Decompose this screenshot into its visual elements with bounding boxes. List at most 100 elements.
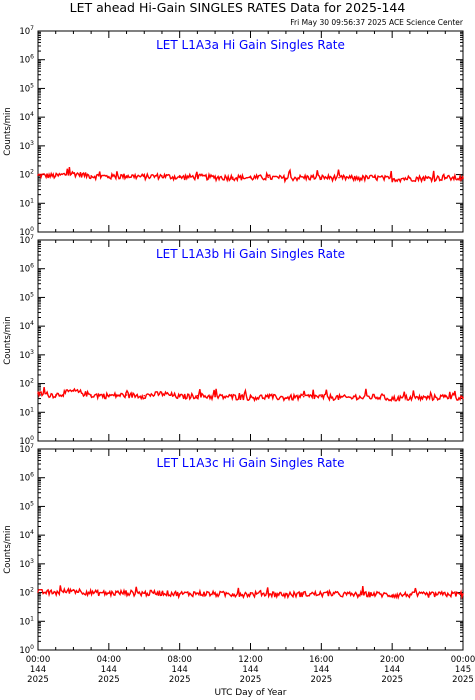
data-point [231,176,234,179]
x-tick-label-year: 2025 [169,675,191,685]
y-tick-label: 101 [19,615,34,627]
data-point [462,396,464,399]
data-point [108,175,110,178]
data-point [214,176,216,179]
y-tick-label: 107 [19,234,34,246]
panel-title: LET L1A3a Hi Gain Singles Rate [156,38,345,52]
data-point [320,395,323,398]
data-point [231,593,234,595]
y-tick-label: 104 [19,320,34,332]
data-point [391,594,393,596]
data-point [285,396,287,399]
data-point [214,395,216,398]
y-tick-label: 101 [19,406,34,418]
header-title: LET ahead Hi-Gain SINGLES RATES Data for… [69,0,406,15]
data-point [161,175,163,177]
data-point [409,177,411,179]
y-tick-label: 104 [19,529,34,541]
x-tick-label-doy: 144 [30,665,46,675]
data-point [37,591,39,593]
series-line [37,167,464,184]
x-tick-label-year: 2025 [240,675,262,685]
data-point [444,176,447,179]
x-tick-label-year: 2025 [381,675,403,685]
x-tick-label-doy: 144 [313,665,329,675]
data-point [302,593,305,595]
data-point [161,591,163,594]
y-tick-label: 101 [19,197,34,209]
data-point [196,175,199,178]
data-point [409,396,411,399]
data-point [355,396,358,399]
x-tick-label-doy: 145 [455,665,471,675]
data-point [355,177,358,179]
series-line [37,386,464,403]
x-tick-label-year: 2025 [452,675,474,685]
data-point [143,592,146,595]
y-tick-label: 103 [19,349,34,361]
data-point [161,392,163,395]
data-point [54,591,57,594]
y-axis-label: Counts/min [3,525,13,574]
data-point [373,593,376,595]
data-point [54,175,57,177]
y-tick-label: 105 [19,500,34,512]
y-axis-label: Counts/min [3,107,13,156]
data-point [320,176,323,179]
data-point [178,176,181,179]
y-tick-label: 107 [19,443,34,455]
x-tick-label-doy: 144 [384,665,400,675]
data-point [231,395,234,398]
data-point [196,394,199,397]
data-point [338,396,340,399]
data-point [320,593,323,595]
y-tick-label: 107 [19,25,34,37]
y-tick-label: 106 [19,263,34,275]
data-point [178,593,181,595]
y-tick-label: 106 [19,472,34,484]
data-point [72,589,75,592]
data-point [72,390,75,392]
data-point [302,176,305,179]
data-point [143,175,146,178]
x-tick-label-doy: 144 [242,665,258,675]
data-point [409,593,411,596]
data-point [90,175,92,177]
x-tick-label-time: 00:00 [26,655,51,665]
data-point [426,177,429,179]
data-point [108,394,110,397]
x-tick-label-year: 2025 [311,675,333,685]
data-point [108,592,110,595]
data-point [444,593,447,595]
panel-frame [37,30,464,233]
data-point [125,175,128,177]
data-point [72,172,75,175]
y-tick-label: 102 [19,169,34,181]
data-point [426,593,429,596]
y-tick-label: 106 [19,54,34,66]
data-point [462,177,464,179]
data-point [178,395,181,398]
data-point [267,395,270,398]
data-point [285,177,287,179]
data-point [249,176,252,179]
data-point [302,395,305,398]
data-point [249,396,252,399]
y-tick-label: 105 [19,291,34,303]
x-tick-label-time: 08:00 [167,655,192,665]
data-point [125,394,128,396]
data-point [373,395,376,398]
data-point [267,176,270,179]
panel-title: LET L1A3b Hi Gain Singles Rate [156,247,345,261]
x-axis-label: UTC Day of Year [214,688,287,698]
data-point [90,591,92,594]
data-point [426,396,429,399]
data-point [462,593,464,595]
panel-frame [37,239,464,442]
data-point [90,394,92,396]
x-tick-label-year: 2025 [27,675,49,685]
header-timestamp: Fri May 30 09:56:37 2025 ACE Science Cen… [290,18,463,27]
data-point [143,394,146,397]
data-point [125,591,128,594]
